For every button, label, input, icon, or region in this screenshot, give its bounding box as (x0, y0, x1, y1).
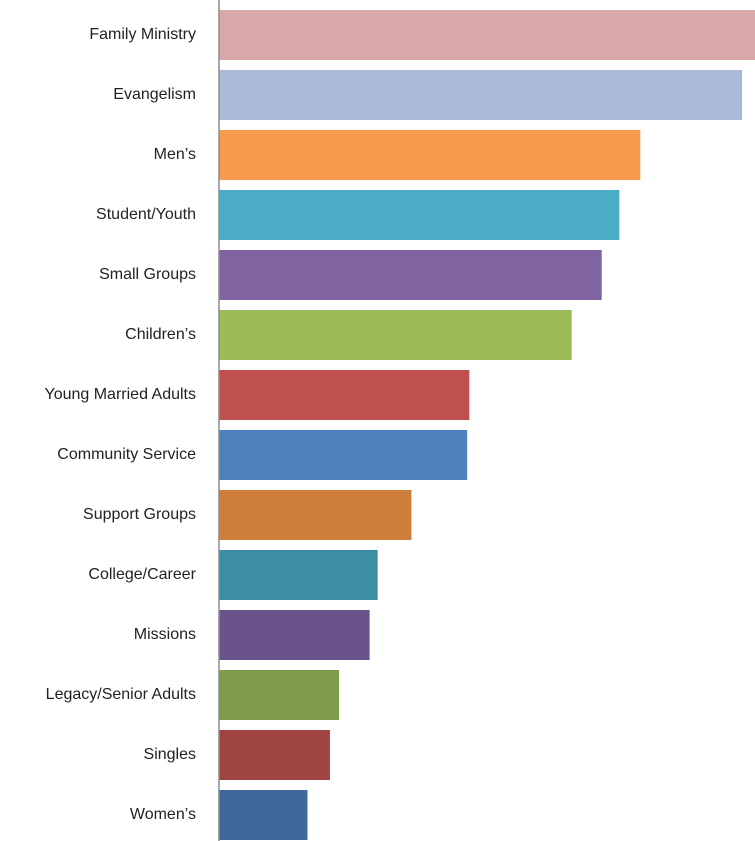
category-label: Young Married Adults (44, 386, 196, 403)
category-label: Men’s (154, 146, 196, 163)
bar (219, 610, 370, 660)
category-label: Small Groups (99, 266, 196, 283)
bar (219, 430, 468, 480)
category-label: Community Service (57, 446, 196, 463)
category-label: Support Groups (83, 506, 196, 523)
bar (219, 130, 641, 180)
bar (219, 790, 308, 840)
bar (219, 490, 412, 540)
bars (219, 10, 755, 840)
bar (219, 10, 755, 60)
bar (219, 250, 602, 300)
bar (219, 670, 340, 720)
category-label: Children’s (125, 326, 196, 343)
bar (219, 190, 620, 240)
category-labels: Family Ministry Evangelism Men’s Student/Yo… (44, 26, 196, 823)
category-label: Women’s (130, 806, 196, 823)
bar (219, 370, 470, 420)
category-label: Singles (144, 746, 196, 763)
bar (219, 310, 572, 360)
category-label: Student/Youth (96, 206, 196, 223)
category-label: Legacy/Senior Adults (46, 686, 196, 703)
category-label: College/Career (88, 566, 196, 583)
bar (219, 70, 743, 120)
bar (219, 730, 330, 780)
bar (219, 550, 378, 600)
category-label: Evangelism (113, 86, 196, 103)
category-label: Missions (134, 626, 196, 643)
category-label: Family Ministry (89, 26, 196, 43)
